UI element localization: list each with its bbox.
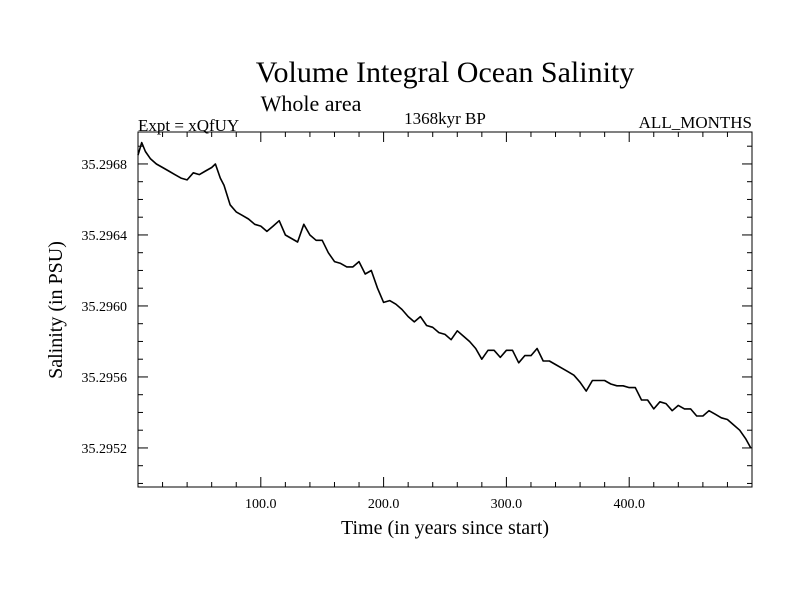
y-tick-label: 35.2952 — [82, 442, 128, 457]
chart-title: Volume Integral Ocean Salinity — [256, 56, 635, 89]
y-tick-label: 35.2956 — [82, 371, 128, 386]
y-tick-labels: 35.2952 35.2956 35.2960 35.2964 35.2968 — [82, 158, 128, 457]
plot-frame — [137, 131, 753, 488]
x-tick-label: 100.0 — [245, 497, 277, 512]
months-label: ALL_MONTHS — [639, 113, 752, 132]
x-tick-label: 300.0 — [491, 497, 523, 512]
x-tick-label: 200.0 — [368, 497, 400, 512]
y-tick-label: 35.2968 — [82, 158, 128, 173]
period-label: 1368kyr BP — [404, 109, 486, 128]
y-axis-label: Salinity (in PSU) — [45, 241, 67, 379]
y-ticks — [138, 145, 752, 484]
x-ticks — [162, 132, 728, 487]
x-axis-label: Time (in years since start) — [341, 517, 549, 539]
x-tick-labels: 100.0 200.0 300.0 400.0 — [245, 497, 645, 512]
x-tick-label: 400.0 — [613, 497, 645, 512]
y-tick-label: 35.2964 — [82, 229, 128, 244]
chart-subtitle: Whole area — [261, 91, 362, 116]
salinity-series-line — [137, 141, 752, 449]
experiment-label: Expt = xQfUY — [138, 116, 239, 135]
y-tick-label: 35.2960 — [82, 300, 128, 315]
